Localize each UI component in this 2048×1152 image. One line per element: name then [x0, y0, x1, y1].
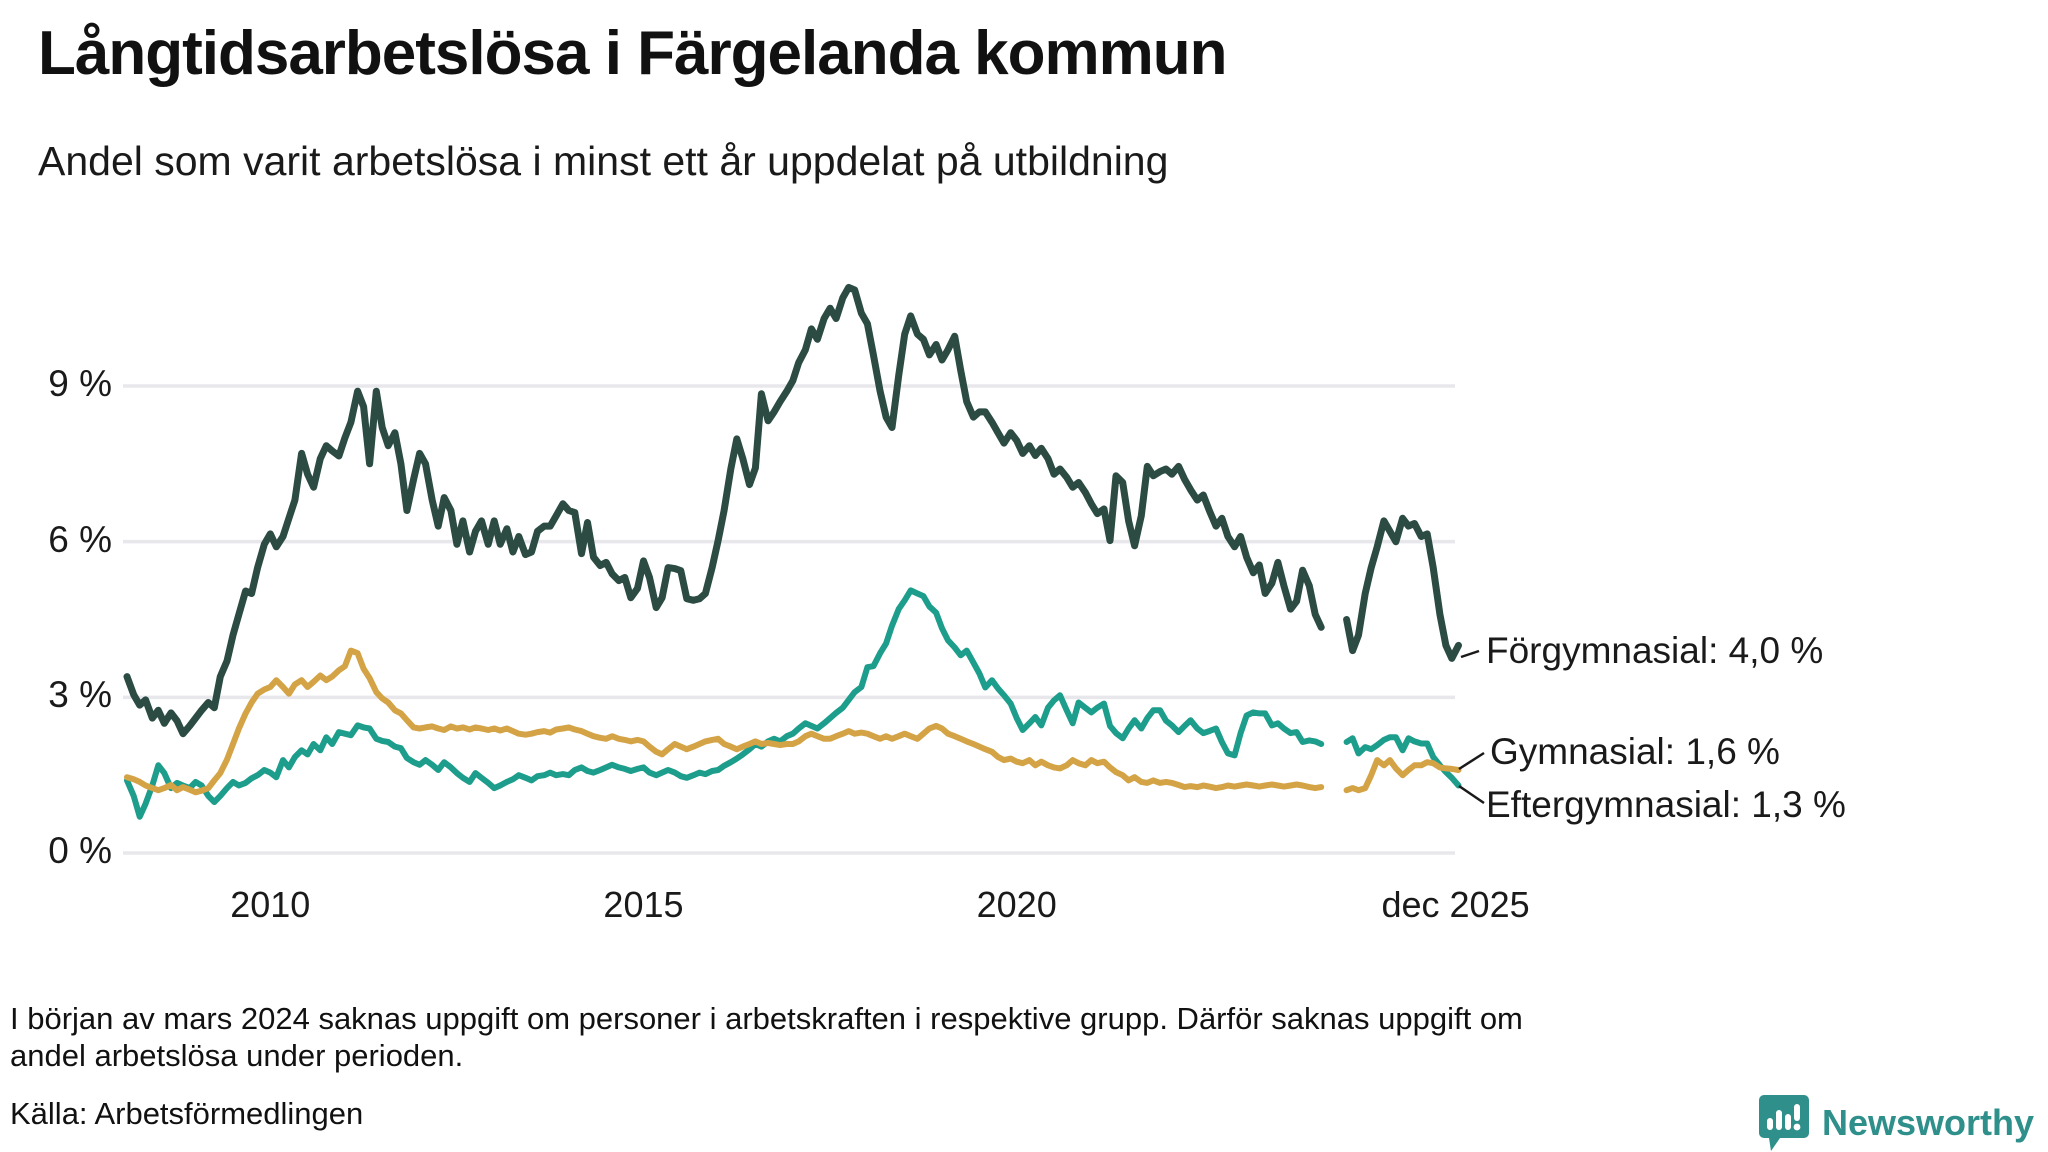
- legend-connector-eftergymnasial: [1458, 784, 1485, 805]
- footnote-line-2: andel arbetslösa under perioden.: [10, 1038, 464, 1073]
- series-line-förgymnasial: [123, 283, 1325, 738]
- series-line-gymnasial-after-gap: [1343, 757, 1462, 794]
- source-note: Källa: Arbetsförmedlingen: [10, 1096, 364, 1131]
- legend-label-gymnasial: Gymnasial: 1,6 %: [1490, 731, 1780, 772]
- newsworthy-branding: Newsworthy: [1758, 1094, 2034, 1152]
- x-axis-label-dec-2025: dec 2025: [1381, 884, 1530, 925]
- series-line-gymnasial: [124, 647, 1325, 796]
- legend-connector-forgymnasial: [1460, 649, 1480, 659]
- y-axis-label-9: 9 %: [48, 362, 112, 404]
- y-axis-label-6: 6 %: [48, 518, 112, 560]
- x-axis-label-2010: 2010: [230, 884, 311, 925]
- newsworthy-logo-icon: [1758, 1095, 1809, 1151]
- series-line-förgymnasial-after-gap: [1343, 514, 1462, 662]
- chart-subtitle: Andel som varit arbetslösa i minst ett å…: [38, 138, 1169, 184]
- x-axis-label-2015: 2015: [603, 884, 684, 925]
- newsworthy-logo-text: Newsworthy: [1821, 1102, 2034, 1143]
- y-axis-label-0: 0 %: [48, 830, 112, 871]
- footnote-line-1: I början av mars 2024 saknas uppgift om …: [10, 1001, 1523, 1036]
- page-title: Långtidsarbetslösa i Färgelanda kommun: [38, 19, 1227, 88]
- legend-connector-gymnasial: [1458, 751, 1485, 771]
- chart-footnote: I början av mars 2024 saknas uppgift om …: [10, 1000, 1523, 1074]
- legend-label-forgymnasial: Förgymnasial: 4,0 %: [1486, 630, 1824, 671]
- y-axis-label-3: 3 %: [48, 674, 112, 716]
- series-line-eftergymnasial-after-gap: [1343, 734, 1462, 789]
- x-axis-label-2020: 2020: [976, 884, 1057, 925]
- legend-label-eftergymnasial: Eftergymnasial: 1,3 %: [1486, 784, 1846, 825]
- series-line-eftergymnasial: [124, 587, 1325, 820]
